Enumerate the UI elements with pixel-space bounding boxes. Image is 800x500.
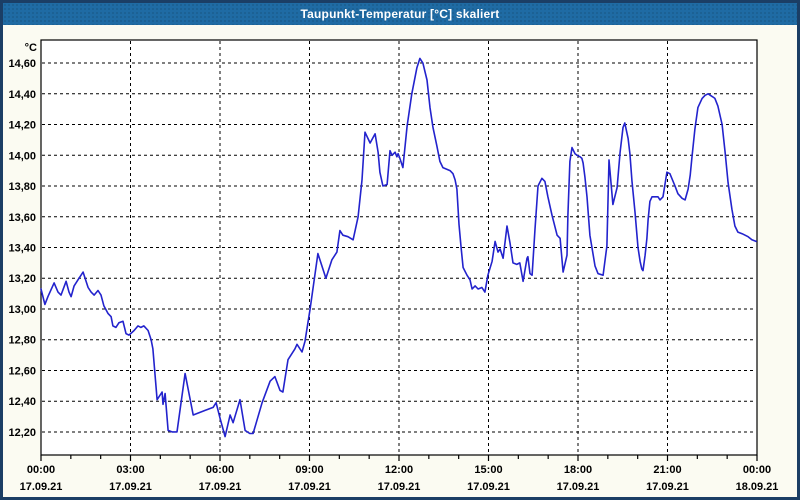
x-tick-time-label: 21:00 xyxy=(653,464,681,476)
y-tick-label: 14,40 xyxy=(8,89,36,101)
x-tick-date-label: 17.09.21 xyxy=(20,481,63,493)
y-tick-label: 14,20 xyxy=(8,120,36,132)
y-tick-label: 12,80 xyxy=(8,335,36,347)
y-tick-label: 12,40 xyxy=(8,396,36,408)
x-tick-date-label: 17.09.21 xyxy=(288,481,331,493)
y-tick-label: 14,00 xyxy=(8,150,36,162)
y-tick-label: 12,60 xyxy=(8,365,36,377)
x-tick-time-label: 00:00 xyxy=(743,464,771,476)
x-tick-date-label: 17.09.21 xyxy=(199,481,242,493)
y-tick-label: 12,20 xyxy=(8,427,36,439)
x-tick-date-label: 17.09.21 xyxy=(109,481,152,493)
y-tick-label: 13,20 xyxy=(8,273,36,285)
x-tick-date-label: 17.09.21 xyxy=(557,481,600,493)
y-axis-unit-label: °C xyxy=(24,42,37,54)
x-tick-date-label: 18.09.21 xyxy=(736,481,779,493)
window-title-bar: Taupunkt-Temperatur [°C] skaliert xyxy=(3,3,797,25)
x-tick-date-label: 17.09.21 xyxy=(467,481,510,493)
chart-canvas: 14,60 14,40 14,20 14,00 13,80 13,60 13,40 13,20… xyxy=(8,39,779,493)
y-tick-label: 13,00 xyxy=(8,304,36,316)
y-tick-label: 13,60 xyxy=(8,212,36,224)
x-tick-time-label: 12:00 xyxy=(385,464,413,476)
y-tick-label: 13,40 xyxy=(8,243,36,255)
x-tick-time-label: 00:00 xyxy=(27,464,55,476)
x-tick-date-label: 17.09.21 xyxy=(378,481,421,493)
window-title: Taupunkt-Temperatur [°C] skaliert xyxy=(300,7,500,21)
x-tick-time-label: 15:00 xyxy=(474,464,502,476)
x-tick-time-label: 03:00 xyxy=(116,464,144,476)
y-tick-label: 13,80 xyxy=(8,181,36,193)
temperature-line xyxy=(40,57,757,438)
x-tick-date-label: 17.09.21 xyxy=(646,481,689,493)
x-tick-time-label: 06:00 xyxy=(206,464,234,476)
y-tick-label: 14,60 xyxy=(8,58,36,70)
x-tick-time-label: 18:00 xyxy=(564,464,592,476)
x-tick-time-label: 09:00 xyxy=(295,464,323,476)
